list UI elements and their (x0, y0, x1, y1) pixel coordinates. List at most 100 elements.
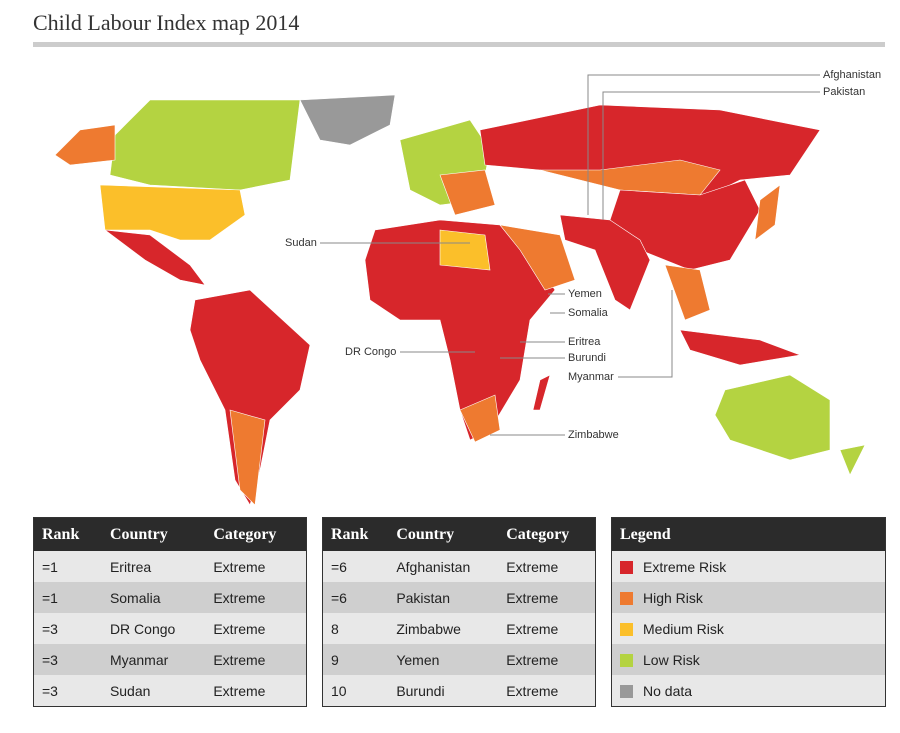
column-header: Rank (322, 517, 389, 551)
table-row: =1 Eritrea Extreme (33, 551, 307, 582)
table-cell: Extreme (205, 613, 307, 644)
table-cell: 9 (322, 644, 389, 675)
map-label: Myanmar (568, 371, 614, 383)
table-cell: DR Congo (101, 613, 206, 644)
column-header: Country (101, 517, 206, 551)
table-cell: Extreme (498, 675, 596, 707)
legend-label: Low Risk (643, 651, 700, 668)
column-header: Rank (33, 517, 102, 551)
legend-swatch (620, 653, 633, 667)
legend-swatch (620, 591, 633, 605)
map-label: Sudan (285, 237, 317, 249)
legend-label: Extreme Risk (643, 558, 727, 575)
legend-item: No data (611, 675, 886, 707)
map-label: Zimbabwe (568, 429, 619, 441)
table-row: 8 Zimbabwe Extreme (322, 613, 596, 644)
table-row: Extreme Risk (611, 551, 886, 582)
table-row: =3 DR Congo Extreme (33, 613, 307, 644)
leader-line (618, 290, 673, 378)
table-cell: Extreme (205, 644, 307, 675)
usa (99, 184, 246, 241)
japan (754, 184, 781, 241)
legend-label: High Risk (643, 589, 703, 606)
indonesia (679, 329, 802, 366)
table-row: Medium Risk (611, 613, 886, 644)
new-zealand (839, 444, 866, 476)
table-row: =1 Somalia Extreme (33, 582, 307, 613)
table-cell: Myanmar (101, 644, 206, 675)
table-row: =6 Afghanistan Extreme (322, 551, 596, 582)
southeast-asia (664, 264, 711, 321)
south-asia (559, 214, 651, 311)
header-row: Rank Country Category (33, 517, 307, 551)
table-cell: =6 (322, 582, 389, 613)
middle-east (499, 224, 576, 291)
leader-line (587, 74, 820, 215)
legend-item: High Risk (611, 582, 886, 613)
page-title: Child Labour Index map 2014 (33, 10, 300, 35)
header-row: Rank Country Category (322, 517, 596, 551)
table-cell: Extreme (205, 582, 307, 613)
table-row: High Risk (611, 582, 886, 613)
ranking-table: Rank Country Category =6 Afghanistan Extreme =… (322, 517, 596, 707)
table-cell: =3 (33, 675, 102, 707)
map-label: Pakistan (823, 86, 865, 98)
table-row: Low Risk (611, 644, 886, 675)
ranking-table: Rank Country Category =1 Eritrea Extreme =1 Som… (33, 517, 307, 707)
table-cell: Yemen (388, 644, 499, 675)
header-row: Legend (611, 517, 886, 551)
greenland (299, 94, 396, 146)
table-cell: Afghanistan (388, 551, 499, 582)
legend-title: Legend (611, 517, 886, 551)
map-label: Somalia (568, 307, 609, 319)
table-cell: Burundi (388, 675, 499, 707)
central-america (103, 229, 206, 286)
table-cell: 10 (322, 675, 389, 707)
australia (714, 374, 831, 461)
table-row: 9 Yemen Extreme (322, 644, 596, 675)
table-cell: Extreme (498, 551, 596, 582)
legend-swatch (620, 622, 633, 636)
map-label: Eritrea (568, 336, 601, 348)
madagascar (532, 374, 551, 411)
map-label: Afghanistan (823, 69, 881, 81)
leader-line (602, 91, 820, 220)
legend-label: No data (643, 682, 693, 699)
table-row: =6 Pakistan Extreme (322, 582, 596, 613)
world-map: Afghanistan Pakistan Sudan Yemen Somalia… (54, 69, 881, 505)
libya-egypt (439, 229, 491, 271)
table-cell: =3 (33, 613, 102, 644)
southern-africa (459, 394, 501, 443)
map-label: Yemen (568, 288, 602, 300)
legend-swatch (620, 684, 633, 698)
legend: Legend Extreme Risk High Risk Medium Risk Lo… (611, 517, 886, 707)
table-cell: Extreme (498, 644, 596, 675)
table-cell: Extreme (498, 582, 596, 613)
legend-item: Low Risk (611, 644, 886, 675)
table-cell: Eritrea (101, 551, 206, 582)
table-row: 10 Burundi Extreme (322, 675, 596, 707)
legend-swatch (620, 560, 633, 574)
table-cell: 8 (322, 613, 389, 644)
legend-item: Extreme Risk (611, 551, 886, 582)
map-label: Burundi (568, 352, 606, 364)
legend-label: Medium Risk (643, 620, 724, 637)
alaska (54, 124, 116, 166)
legend-item: Medium Risk (611, 613, 886, 644)
table-cell: =1 (33, 551, 102, 582)
table-cell: Sudan (101, 675, 206, 707)
table-cell: Pakistan (388, 582, 499, 613)
countries (54, 94, 866, 505)
column-header: Category (205, 517, 307, 551)
table-cell: =1 (33, 582, 102, 613)
table-cell: Extreme (205, 551, 307, 582)
map-label: DR Congo (345, 346, 396, 358)
table-cell: Extreme (205, 675, 307, 707)
table-cell: Zimbabwe (388, 613, 499, 644)
table-cell: =3 (33, 644, 102, 675)
table-row: =3 Myanmar Extreme (33, 644, 307, 675)
table-cell: Somalia (101, 582, 206, 613)
table-row: =3 Sudan Extreme (33, 675, 307, 707)
canada (109, 99, 301, 191)
